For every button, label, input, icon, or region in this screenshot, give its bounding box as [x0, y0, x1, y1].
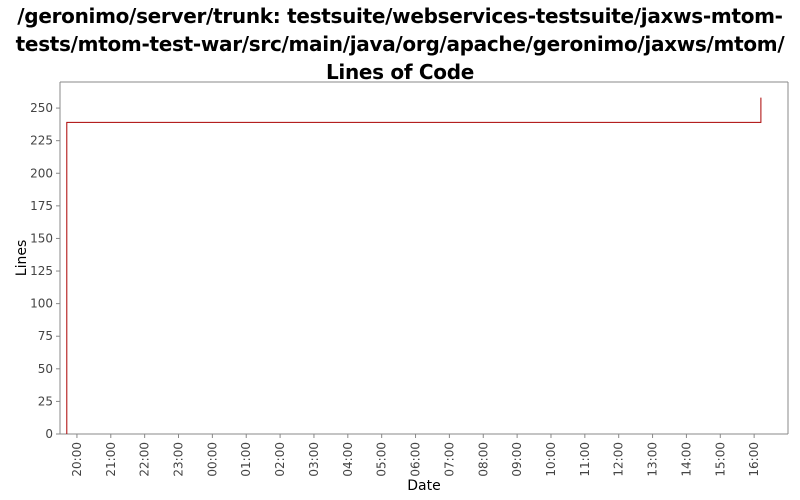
plot-area [60, 82, 788, 434]
y-tick-label: 125 [30, 264, 53, 278]
chart-title-line-1: /geronimo/server/trunk: testsuite/webser… [17, 4, 783, 28]
y-tick-label: 175 [30, 199, 53, 213]
x-tick-label: 11:00 [578, 442, 592, 477]
x-tick-label: 13:00 [646, 442, 660, 477]
x-tick-label: 04:00 [341, 442, 355, 477]
y-tick-label: 200 [30, 166, 53, 180]
y-tick-label: 75 [38, 329, 53, 343]
y-tick-label: 25 [38, 394, 53, 408]
chart-title: /geronimo/server/trunk: testsuite/webser… [0, 2, 800, 86]
y-tick-label: 50 [38, 362, 53, 376]
y-tick-label: 0 [45, 427, 53, 441]
x-tick-label: 14:00 [679, 442, 693, 477]
x-tick-label: 12:00 [612, 442, 626, 477]
x-tick-label: 06:00 [409, 442, 423, 477]
y-tick-label: 225 [30, 134, 53, 148]
x-tick-label: 15:00 [713, 442, 727, 477]
x-tick-label: 20:00 [70, 442, 84, 477]
y-tick-label: 150 [30, 231, 53, 245]
y-axis-title: Lines [14, 240, 30, 276]
y-tick-label: 100 [30, 297, 53, 311]
x-tick-label: 03:00 [307, 442, 321, 477]
x-tick-label: 02:00 [273, 442, 287, 477]
x-tick-label: 23:00 [172, 442, 186, 477]
x-tick-label: 07:00 [442, 442, 456, 477]
x-axis-title: Date [407, 478, 440, 494]
x-tick-label: 08:00 [476, 442, 490, 477]
x-tick-label: 22:00 [138, 442, 152, 477]
x-tick-label: 21:00 [104, 442, 118, 477]
x-tick-label: 10:00 [544, 442, 558, 477]
x-tick-label: 16:00 [747, 442, 761, 477]
series-line-lines [66, 97, 762, 434]
y-tick-label: 250 [30, 101, 53, 115]
x-axis-ticks: 20:00 21:00 22:00 23:00 00:00 01:00 02:00 03:00… [70, 434, 761, 477]
chart-title-line-2: tests/mtom-test-war/src/main/java/org/ap… [15, 32, 785, 56]
x-tick-label: 01:00 [239, 442, 253, 477]
y-axis-ticks: 0 25 50 75 100 125 150 175 200 225 250 [30, 101, 60, 441]
series-group [66, 97, 762, 434]
chart-title-line-3: Lines of Code [325, 60, 475, 84]
x-tick-label: 00:00 [205, 442, 219, 477]
x-tick-label: 09:00 [510, 442, 524, 477]
x-tick-label: 05:00 [375, 442, 389, 477]
